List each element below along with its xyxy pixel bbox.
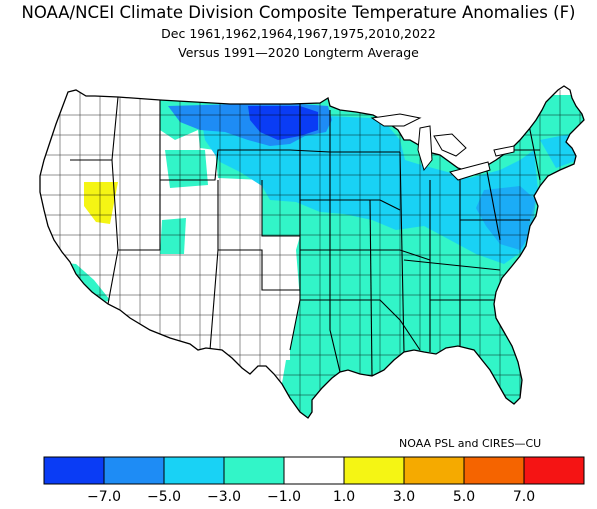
legend-tick-label: 3.0 (393, 489, 415, 505)
legend-tick-label: −5.0 (147, 489, 181, 505)
legend-tick-label: 7.0 (513, 489, 535, 505)
legend-tick-label: 1.0 (333, 489, 355, 505)
legend-swatch-dark-orange (463, 456, 525, 485)
legend-tick-label: −1.0 (267, 489, 301, 505)
us-climate-division-map (39, 85, 585, 419)
legend-swatch-mid-blue (103, 456, 165, 485)
legend-tick-label: −3.0 (207, 489, 241, 505)
legend-swatch-red (523, 456, 585, 485)
legend-swatch-deep-blue (43, 456, 105, 485)
map-subtitle-years: Dec 1961,1962,1964,1967,1975,2010,2022 (161, 26, 436, 41)
legend-swatch-yellow (343, 456, 405, 485)
map-title: NOAA/NCEI Climate Division Composite Tem… (21, 3, 576, 22)
legend-tick-label: −7.0 (87, 489, 121, 505)
legend-tick-label: 5.0 (453, 489, 475, 505)
legend-swatch-light-blue (163, 456, 225, 485)
legend-swatch-white (283, 456, 345, 485)
map-subtitle-baseline: Versus 1991—2020 Longterm Average (178, 45, 419, 60)
legend-swatch-orange (403, 456, 465, 485)
legend-swatch-aqua (223, 456, 285, 485)
data-credit: NOAA PSL and CIRES—CU (399, 437, 542, 450)
